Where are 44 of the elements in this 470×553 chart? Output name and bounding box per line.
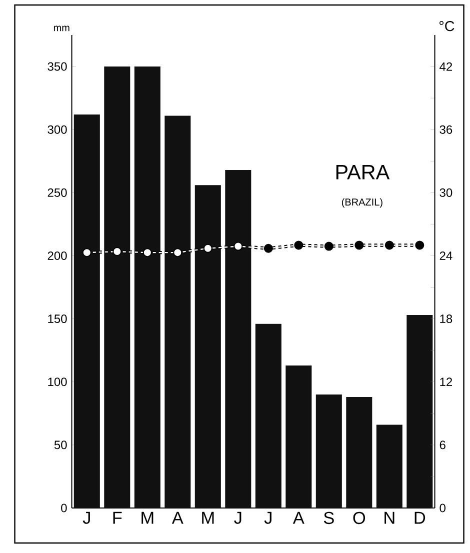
- y2-tick-label: 42: [440, 62, 452, 71]
- y-tick-label: 200: [48, 251, 67, 260]
- bar: [74, 114, 100, 508]
- bar: [256, 324, 282, 508]
- y2-tick-label: 30: [440, 188, 452, 197]
- x-tick-label: A: [293, 512, 304, 524]
- x-tick-label: A: [172, 512, 184, 524]
- x-tick-label: N: [384, 512, 394, 524]
- bar: [225, 170, 252, 508]
- bar: [316, 394, 342, 508]
- x-tick-label: F: [113, 512, 122, 524]
- y-tick-label: 350: [48, 62, 67, 71]
- bar: [104, 66, 130, 508]
- y-tick-label: 100: [48, 378, 67, 386]
- x-tick-label: S: [324, 512, 334, 524]
- y2-tick-label: 24: [440, 252, 452, 260]
- y-tick-label: 50: [54, 440, 67, 450]
- y-tick-label: 0: [61, 504, 67, 512]
- x-tick-label: D: [414, 512, 426, 524]
- bar: [195, 185, 222, 508]
- y2-tick-label: 0: [440, 504, 446, 512]
- y2-tick-label: 36: [440, 125, 452, 134]
- y-tick-label: 250: [48, 188, 67, 197]
- y-tick-label: 300: [48, 125, 67, 134]
- x-tick-label: M: [142, 512, 154, 524]
- x-tick-label: O: [353, 512, 366, 524]
- x-tick-label: M: [202, 512, 214, 524]
- bar: [346, 396, 372, 508]
- bar: [286, 365, 312, 508]
- bar: [406, 315, 433, 508]
- bar: [164, 116, 191, 508]
- x-tick-label: J: [82, 512, 90, 524]
- y2-tick-label: 6: [440, 440, 446, 450]
- x-tick-label: J: [234, 512, 242, 524]
- y2-axis-title: °C: [440, 20, 454, 32]
- bar: [134, 66, 161, 508]
- y2-tick-label: 18: [440, 314, 452, 324]
- y2-tick-label: 12: [440, 378, 452, 386]
- y-axis-title: mm: [54, 26, 70, 32]
- text: PARA: [336, 165, 390, 180]
- x-tick-label: J: [264, 512, 272, 524]
- y-tick-label: 150: [48, 314, 67, 324]
- bar: [376, 424, 403, 508]
- text: (BRAZIL): [342, 198, 383, 208]
